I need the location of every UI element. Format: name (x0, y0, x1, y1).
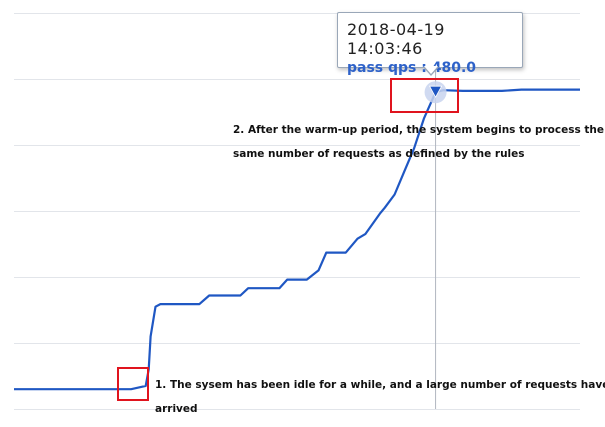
tooltip-pointer-fill (424, 66, 438, 74)
chart-gridlines (14, 13, 580, 410)
annotation-start-line-2: arrived (155, 403, 198, 415)
highlight-box-peak (390, 78, 459, 113)
annotation-start-line-1: 1. The sysem has been idle for a while, … (155, 379, 605, 391)
annotation-start: 1. The sysem has been idle for a while, … (155, 373, 605, 421)
highlight-box-start (117, 367, 149, 401)
chart-tooltip: 2018-04-19 14:03:46 pass qps : 480.0 (337, 12, 523, 76)
annotation-peak: 2. After the warm-up period, the system … (233, 118, 604, 166)
tooltip-value: pass qps : 480.0 (347, 60, 477, 76)
annotation-peak-line-1: 2. After the warm-up period, the system … (233, 124, 604, 136)
tooltip-time: 2018-04-19 14:03:46 (347, 20, 445, 58)
annotation-peak-line-2: same number of requests as defined by th… (233, 148, 525, 160)
data-point-marker[interactable] (428, 85, 443, 99)
